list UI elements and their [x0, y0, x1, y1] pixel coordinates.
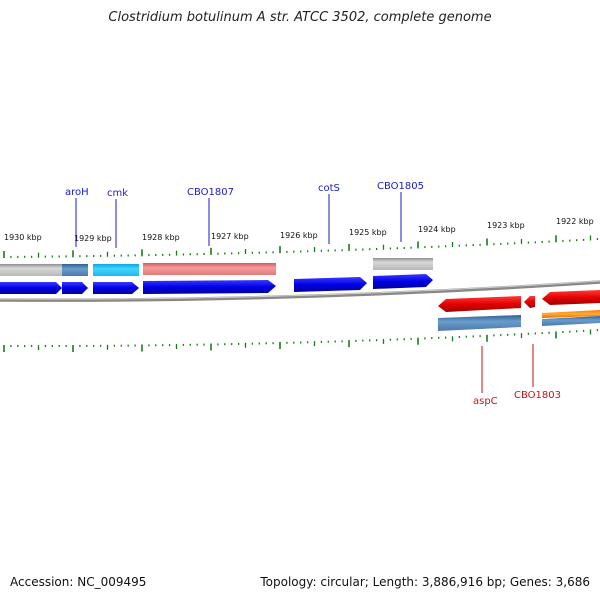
- gene-label-cbo1805[interactable]: CBO1805: [377, 181, 424, 192]
- ruler-labels: 1930 kbp 1929 kbp 1928 kbp 1927 kbp 1926…: [4, 217, 594, 243]
- cds-arrow-cots[interactable]: [294, 277, 367, 292]
- cds-track-forward: [0, 274, 433, 294]
- feature-bar-aspc[interactable]: [438, 315, 521, 331]
- feature-bar-orange[interactable]: [542, 310, 600, 318]
- cds-arrow-cbo1803[interactable]: [524, 296, 535, 308]
- ruler-label-1922: 1922 kbp: [556, 217, 594, 226]
- feature-bar-cbo1807[interactable]: [143, 263, 276, 275]
- lower-ruler: [3, 329, 599, 352]
- feature-bar-gray[interactable]: [0, 264, 62, 276]
- cds-arrow-forward-1[interactable]: [0, 282, 62, 294]
- ruler-label-1930: 1930 kbp: [4, 233, 42, 242]
- cds-track-reverse: [438, 290, 600, 312]
- ruler-label-1925: 1925 kbp: [349, 228, 387, 237]
- cds-arrow-aroh[interactable]: [62, 282, 88, 294]
- ruler-label-1926: 1926 kbp: [280, 231, 318, 240]
- feature-track-reverse: [438, 310, 600, 331]
- ruler-label-1929: 1929 kbp: [74, 234, 112, 243]
- genome-backbone: [0, 280, 600, 302]
- cds-arrow-aspc[interactable]: [438, 296, 521, 312]
- feature-track-forward: [0, 258, 433, 276]
- cds-arrow-cbo1807[interactable]: [143, 280, 276, 294]
- gene-label-aroh[interactable]: aroH: [65, 187, 89, 198]
- gene-label-cots[interactable]: cotS: [318, 183, 340, 194]
- feature-bar-cmk[interactable]: [93, 264, 139, 276]
- gene-labels-forward: aroH cmk CBO1807 cotS CBO1805: [65, 181, 424, 248]
- cds-arrow-cmk[interactable]: [93, 282, 139, 294]
- feature-bar-cbo1805[interactable]: [373, 258, 433, 270]
- gene-label-cmk[interactable]: cmk: [107, 188, 128, 199]
- ruler-label-1923: 1923 kbp: [487, 221, 525, 230]
- genome-summary: Topology: circular; Length: 3,886,916 bp…: [260, 575, 590, 589]
- gene-labels-reverse: aspC CBO1803: [473, 344, 561, 407]
- ruler-label-1927: 1927 kbp: [211, 232, 249, 241]
- gene-label-cbo1803[interactable]: CBO1803: [514, 390, 561, 401]
- genome-title: Clostridium botulinum A str. ATCC 3502, …: [108, 10, 492, 25]
- feature-bar-steel-end[interactable]: [542, 316, 600, 326]
- cds-arrow-reverse-end[interactable]: [542, 290, 600, 305]
- upper-ruler: [3, 235, 599, 258]
- accession-text: Accession: NC_009495: [10, 575, 147, 589]
- ruler-label-1924: 1924 kbp: [418, 225, 456, 234]
- ruler-label-1928: 1928 kbp: [142, 233, 180, 242]
- cds-arrow-cbo1805[interactable]: [373, 274, 433, 289]
- gene-label-aspc[interactable]: aspC: [473, 396, 498, 407]
- feature-bar-arohsteel[interactable]: [62, 264, 88, 276]
- gene-label-cbo1807[interactable]: CBO1807: [187, 187, 234, 198]
